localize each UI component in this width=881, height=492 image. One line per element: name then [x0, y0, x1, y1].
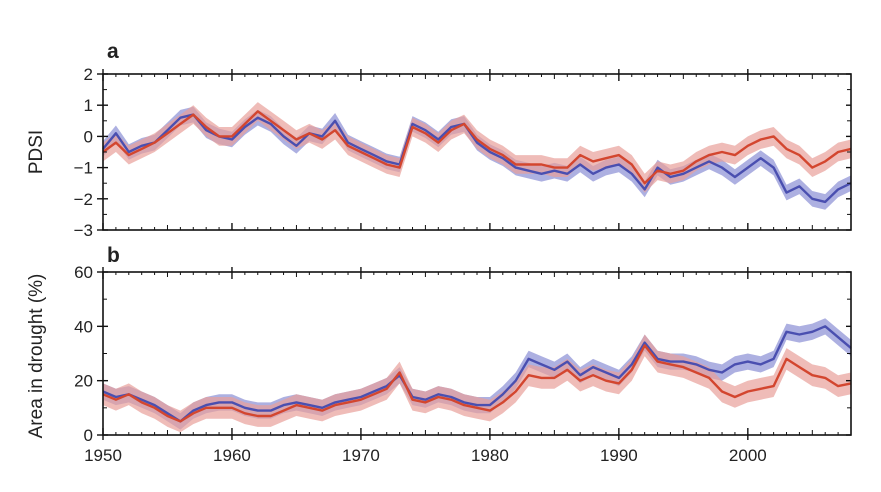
panel-b-xtick-label: 1980	[471, 446, 509, 465]
panel-a-frame	[102, 73, 852, 231]
panel-a-ylabel: PDSI	[26, 130, 47, 174]
panel-b-xtick-label: 1950	[84, 446, 122, 465]
panel-a-ytick-label: −1	[74, 159, 93, 178]
panel-b-series-lines	[102, 325, 852, 423]
panel-b-xtick-label: 2000	[729, 446, 767, 465]
panel-b-letter: b	[107, 244, 120, 267]
panel-a-series-line-1	[102, 113, 852, 204]
panel-a-ytick-label: −3	[74, 221, 93, 240]
panel-a-ytick-label: 1	[84, 96, 93, 115]
panel-b-frame	[102, 271, 852, 436]
panel-b-ytick-label: 40	[74, 317, 93, 336]
panel-b-band-2	[103, 334, 851, 433]
panel-b-ytick-label: 60	[74, 263, 93, 282]
panel-b-ticks: 0 20 40 60 1950 1960 1970 1980 1990 2000	[74, 263, 852, 465]
panel-b-area-in-drought: b Area in drought (%) 0 20 40 60 1950 1960 197…	[26, 244, 852, 465]
panel-b-xtick-label: 1970	[342, 446, 380, 465]
panel-b-ytick-label: 20	[74, 372, 93, 391]
panel-b-ytick-label: 0	[84, 426, 93, 445]
panel-a-band-2	[103, 102, 851, 193]
panel-a-series-line-2	[102, 110, 852, 185]
panel-a-ticks: 2 1 0 −1 −2 −3	[74, 65, 852, 240]
panel-b-xtick-label: 1990	[600, 446, 638, 465]
panel-a-ytick-label: 2	[84, 65, 93, 84]
panel-b-ylabel: Area in drought (%)	[26, 274, 47, 439]
panel-a-series-lines	[102, 110, 852, 204]
panel-b-series-line-2	[102, 344, 852, 423]
panel-a-uncertainty-bands	[103, 102, 851, 210]
panel-b-uncertainty-bands	[103, 318, 851, 433]
panel-a-pdsi: a PDSI 2 1 0 −1 −2 −3	[26, 40, 852, 240]
panel-b-series-line-1	[102, 325, 852, 423]
panel-a-ytick-label: 0	[84, 127, 93, 146]
panel-a-letter: a	[107, 40, 119, 63]
panel-a-ytick-label: −2	[74, 190, 93, 209]
panel-b-xtick-label: 1960	[213, 446, 251, 465]
